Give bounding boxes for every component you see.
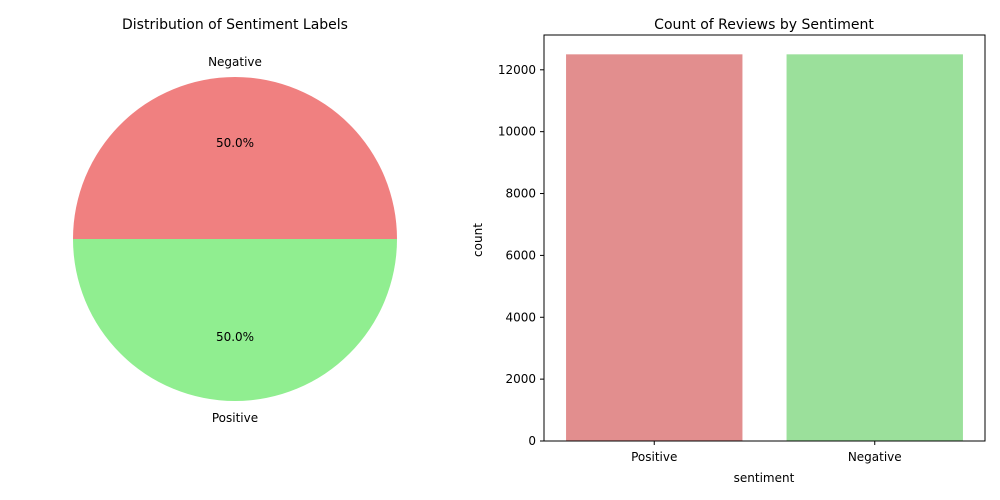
bar-marks (566, 54, 963, 441)
bar-y-axis-label: count (471, 223, 485, 257)
bar-x-axis-label: sentiment (734, 471, 795, 485)
y-tick-label: 10000 (498, 125, 536, 139)
pie-slice-positive (73, 239, 397, 401)
pie-pct-positive: 50.0% (216, 330, 254, 344)
y-tick-label: 0 (528, 434, 536, 448)
y-tick-label: 8000 (505, 187, 536, 201)
y-tick-label: 4000 (505, 310, 536, 324)
bar-axes-frame (543, 34, 986, 442)
y-tick-label: 2000 (505, 372, 536, 386)
bar-negative (786, 54, 963, 441)
pie-slice-negative (73, 77, 397, 239)
bar-x-ticks: Positive Negative (631, 441, 902, 464)
bar-positive (566, 54, 743, 441)
bar-chart: Count of Reviews by Sentiment 0 2000 4000 6… (471, 17, 986, 485)
pie-title: Distribution of Sentiment Labels (122, 17, 348, 33)
x-tick-label: Negative (848, 450, 902, 464)
pie-label-negative: Negative (208, 55, 262, 69)
bar-title: Count of Reviews by Sentiment (654, 17, 874, 33)
pie-label-positive: Positive (212, 411, 258, 425)
pie-slices: Negative 50.0% Positive 50.0% (73, 55, 397, 425)
pie-pct-negative: 50.0% (216, 136, 254, 150)
pie-chart: Distribution of Sentiment Labels Negativ… (73, 17, 397, 425)
x-tick-label: Positive (631, 450, 677, 464)
y-tick-label: 6000 (505, 248, 536, 262)
y-tick-label: 12000 (498, 63, 536, 77)
bar-y-ticks: 0 2000 4000 6000 8000 10000 12000 (498, 63, 544, 448)
